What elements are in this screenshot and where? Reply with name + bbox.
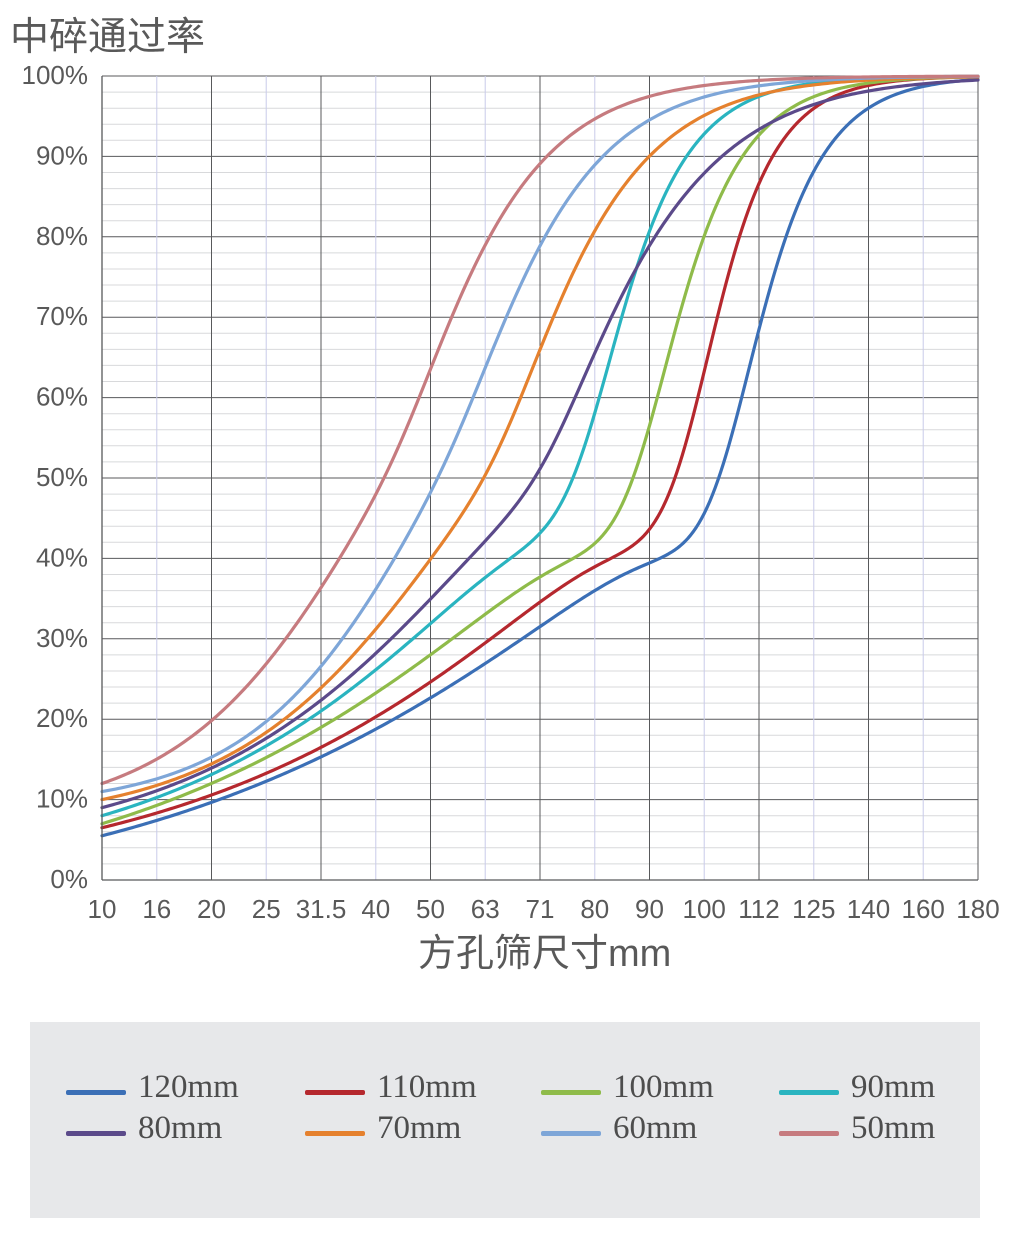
svg-text:71: 71 <box>526 894 555 920</box>
svg-text:30%: 30% <box>36 623 88 653</box>
svg-text:40: 40 <box>361 894 390 920</box>
svg-text:180: 180 <box>956 894 999 920</box>
svg-text:80: 80 <box>580 894 609 920</box>
svg-text:63: 63 <box>471 894 500 920</box>
svg-text:100: 100 <box>683 894 726 920</box>
svg-text:50: 50 <box>416 894 445 920</box>
svg-text:60%: 60% <box>36 382 88 412</box>
svg-text:31.5: 31.5 <box>296 894 347 920</box>
svg-text:10%: 10% <box>36 784 88 814</box>
svg-text:16: 16 <box>142 894 171 920</box>
svg-text:10: 10 <box>88 894 117 920</box>
svg-text:70%: 70% <box>36 301 88 331</box>
svg-text:20: 20 <box>197 894 226 920</box>
svg-text:160: 160 <box>902 894 945 920</box>
svg-text:50%: 50% <box>36 462 88 492</box>
svg-text:40%: 40% <box>36 542 88 572</box>
svg-text:125: 125 <box>792 894 835 920</box>
svg-text:0%: 0% <box>50 864 88 894</box>
svg-text:80%: 80% <box>36 221 88 251</box>
svg-text:90: 90 <box>635 894 664 920</box>
svg-text:25: 25 <box>252 894 281 920</box>
svg-text:20%: 20% <box>36 703 88 733</box>
svg-text:112: 112 <box>738 894 779 920</box>
svg-text:90%: 90% <box>36 140 88 170</box>
svg-text:100%: 100% <box>22 60 89 90</box>
svg-text:140: 140 <box>847 894 890 920</box>
